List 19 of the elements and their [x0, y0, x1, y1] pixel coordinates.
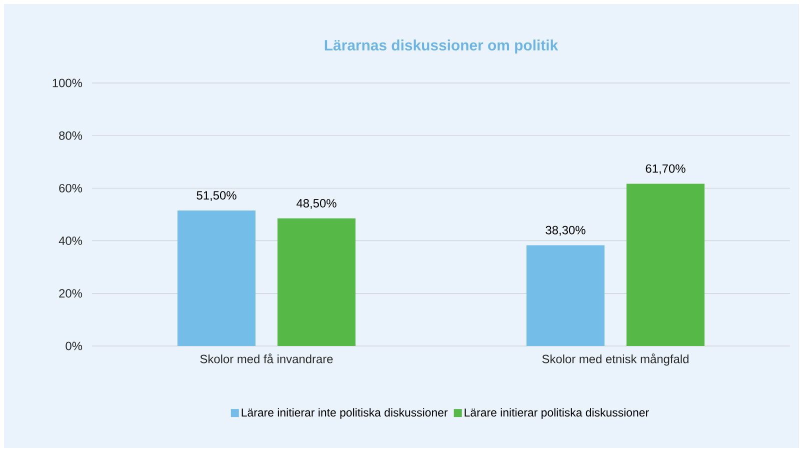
bar — [178, 210, 256, 346]
x-tick-label: Skolor med få invandrare — [200, 354, 333, 364]
bar — [626, 184, 705, 346]
y-tick-label: 40% — [58, 236, 82, 246]
legend-label: Lärare initierar inte politiska diskussioner — [242, 408, 448, 419]
chart-title: Lärarnas diskussioner om politik — [324, 40, 558, 54]
x-tick-label: Skolor med etnisk mångfald — [542, 354, 688, 366]
y-tick-label: 100% — [52, 78, 82, 88]
y-tick-label: 80% — [59, 131, 82, 140]
data-label: 48,50% — [296, 199, 336, 209]
data-label: 61,70% — [646, 164, 686, 174]
bar — [526, 245, 605, 346]
legend-label: Lärare initierar politiska diskussioner — [464, 408, 649, 419]
y-tick-label: 60% — [59, 184, 82, 192]
y-tick-label: 20% — [59, 289, 82, 298]
data-label: 51,50% — [196, 191, 236, 202]
data-label: 38,30% — [546, 226, 586, 236]
y-tick-label: 0% — [66, 342, 82, 350]
bar — [278, 218, 356, 346]
